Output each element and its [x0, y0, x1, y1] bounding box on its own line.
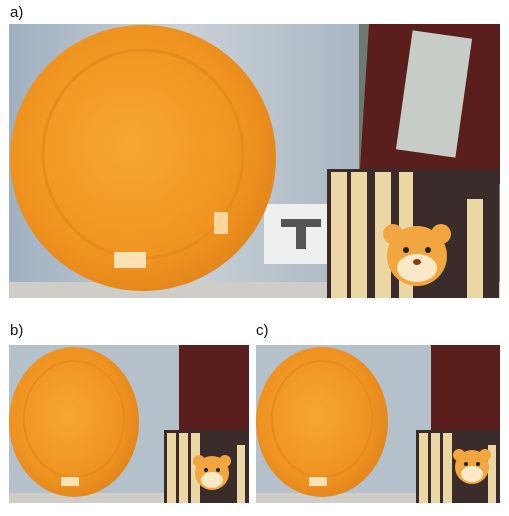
image-panel-c	[256, 345, 500, 503]
panel-label-a: a)	[10, 4, 24, 21]
panel-label-c: c)	[256, 322, 269, 339]
image-panel-b	[9, 345, 249, 503]
image-panel-a	[9, 24, 500, 298]
plate-shape	[10, 25, 276, 291]
scene-photo-a	[9, 24, 500, 298]
scene-photo-b	[9, 345, 249, 503]
panel-label-b: b)	[10, 322, 24, 339]
pencil-holder-a	[327, 169, 499, 298]
scene-photo-c	[256, 345, 500, 503]
